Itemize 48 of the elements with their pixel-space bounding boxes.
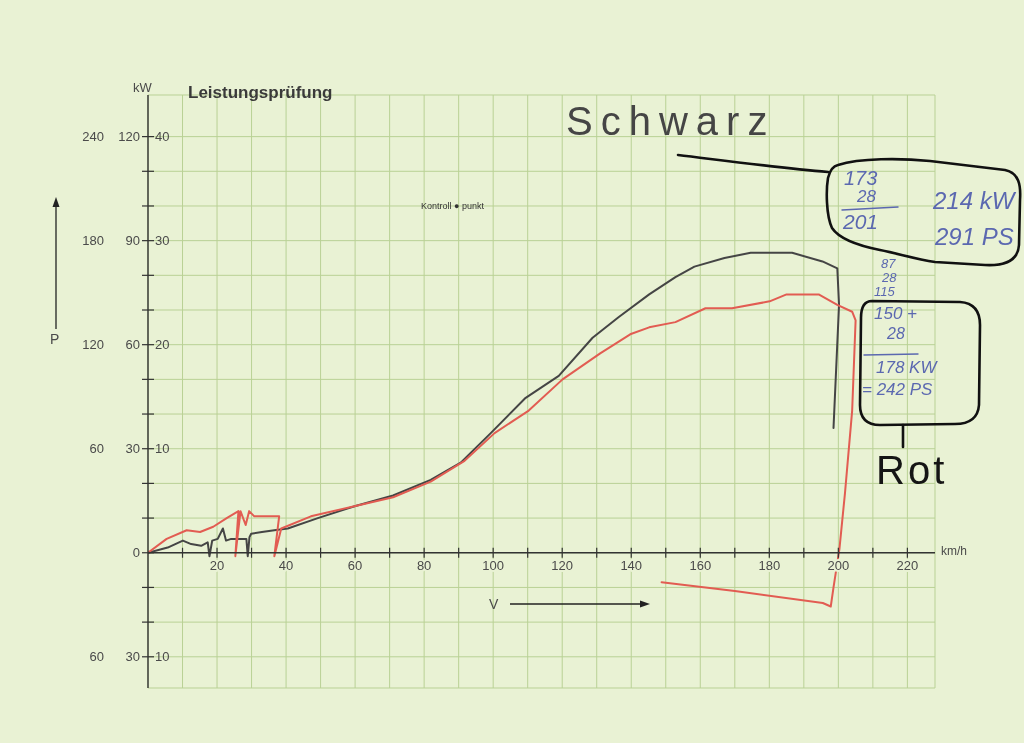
line-series [148,293,857,608]
x-tick-label: 40 [278,558,294,574]
y3-tick-label: 20 [155,337,170,353]
annotation: = 242 PS [862,380,933,399]
y2-tick-label: 90 [125,233,140,249]
x-tick-label: 80 [416,558,432,574]
x-tick-label: 220 [896,558,919,574]
text: Schwarz [566,99,776,143]
annotation: Kontroll ● punkt [421,201,484,211]
y2-tick-label: 0 [132,545,140,561]
x-tick-label: 120 [551,558,574,574]
x-tick-label: 60 [347,558,363,574]
x-axis-title: V [489,596,499,612]
y2-tick-label: 30 [125,649,140,665]
y2-tick-label: 30 [125,441,140,457]
annotation: 115 [874,284,895,299]
annotation: 28 [887,325,905,342]
x-tick-label: 100 [482,558,505,574]
text: km/h [941,544,968,558]
y2-tick-label: 120 [118,129,140,145]
x-tick-label: 160 [689,558,712,574]
x-tick-label: 20 [209,558,225,574]
chart-title: Leistungsprüfung [188,83,333,102]
annotation: 150 + [874,304,918,323]
y-tick-label: 60 [89,649,104,665]
y3-tick-label: 40 [155,129,170,145]
y3-tick-label: 10 [155,649,170,665]
y-tick-label: 180 [82,233,104,249]
y3-tick-label: 10 [155,441,170,457]
annotation: 178 KW [876,358,937,377]
annotation: 173 [844,167,878,189]
series-label: Rot [876,448,948,492]
y-tick-label: 60 [89,441,104,457]
annotation: 291 PS [935,223,1014,250]
y-axis-title: P [50,331,60,347]
line-series [148,251,841,558]
annotation: 87 [881,256,896,271]
y3-tick-label: 30 [155,233,170,249]
x-tick-label: 180 [758,558,781,574]
annotation: kW [133,80,152,95]
annotation: 28 [882,270,897,285]
annotation: 28 [857,187,876,206]
x-tick-label: 140 [620,558,643,574]
annotation: 201 [843,210,879,233]
y2-tick-label: 60 [125,337,140,353]
y-tick-label: 240 [82,129,104,145]
y-tick-label: 120 [82,337,104,353]
annotation: 214 kW [933,187,1015,214]
